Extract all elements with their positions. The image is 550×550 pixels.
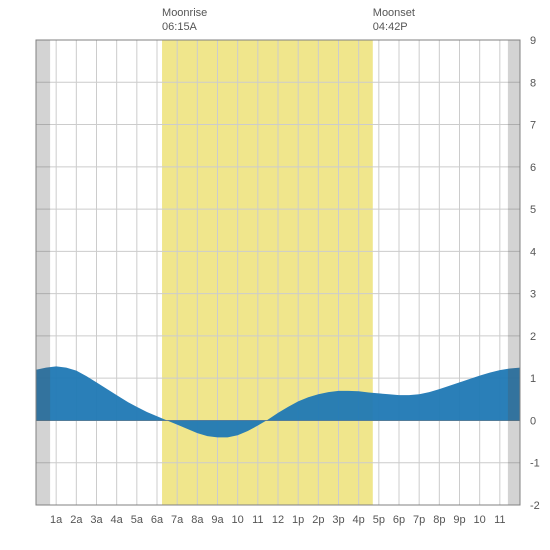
svg-text:9p: 9p: [453, 514, 465, 526]
svg-text:6: 6: [530, 162, 536, 174]
svg-text:8a: 8a: [191, 514, 204, 526]
svg-text:9: 9: [530, 35, 536, 47]
svg-text:4p: 4p: [353, 514, 365, 526]
svg-text:7a: 7a: [171, 514, 184, 526]
svg-text:5p: 5p: [373, 514, 385, 526]
svg-text:3a: 3a: [90, 514, 103, 526]
moonset-label: Moonset: [373, 6, 415, 20]
svg-text:4a: 4a: [111, 514, 124, 526]
svg-text:5: 5: [530, 204, 536, 216]
svg-text:9a: 9a: [211, 514, 224, 526]
chart-svg: 1a2a3a4a5a6a7a8a9a1011121p2p3p4p5p6p7p8p…: [0, 0, 550, 550]
svg-text:4: 4: [530, 246, 536, 258]
svg-text:2a: 2a: [70, 514, 83, 526]
svg-text:0: 0: [530, 415, 536, 427]
svg-text:5a: 5a: [131, 514, 144, 526]
moonset-annotation: Moonset 04:42P: [373, 6, 415, 34]
moonrise-time: 06:15A: [162, 20, 207, 34]
svg-text:3: 3: [530, 289, 536, 301]
svg-text:3p: 3p: [332, 514, 344, 526]
svg-text:2: 2: [530, 331, 536, 343]
svg-text:7: 7: [530, 120, 536, 132]
svg-text:6a: 6a: [151, 514, 164, 526]
moonrise-annotation: Moonrise 06:15A: [162, 6, 207, 34]
svg-text:1a: 1a: [50, 514, 63, 526]
svg-text:12: 12: [272, 514, 284, 526]
svg-text:-1: -1: [530, 458, 540, 470]
svg-text:-2: -2: [530, 500, 540, 512]
svg-text:8p: 8p: [433, 514, 445, 526]
tide-chart: Moonrise 06:15A Moonset 04:42P 1a 2a 3a 4a 5…: [0, 0, 550, 550]
moonset-time: 04:42P: [373, 20, 415, 34]
svg-text:10: 10: [232, 514, 244, 526]
svg-text:1p: 1p: [292, 514, 304, 526]
svg-text:11: 11: [252, 514, 263, 526]
svg-text:2p: 2p: [312, 514, 324, 526]
svg-text:10: 10: [474, 514, 486, 526]
svg-text:6p: 6p: [393, 514, 405, 526]
svg-text:8: 8: [530, 77, 536, 89]
moonrise-label: Moonrise: [162, 6, 207, 20]
svg-text:1: 1: [530, 373, 536, 385]
svg-text:11: 11: [494, 514, 505, 526]
svg-text:7p: 7p: [413, 514, 425, 526]
